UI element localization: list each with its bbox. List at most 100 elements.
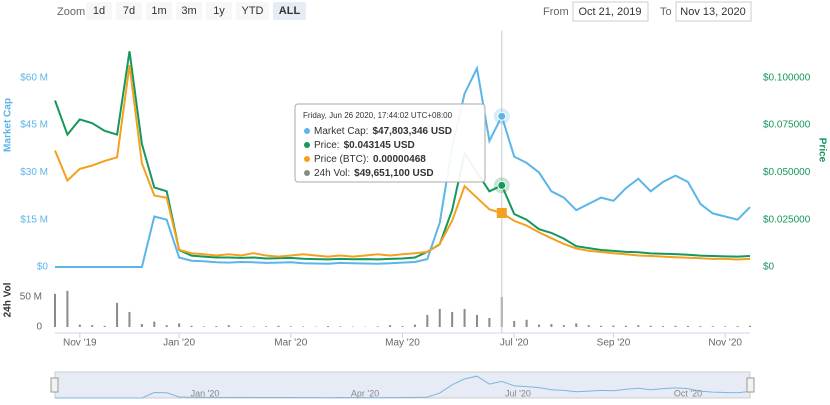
hover-marker (498, 112, 506, 120)
y-tick-label: $30 M (20, 167, 48, 178)
volume-bar (699, 326, 701, 327)
volume-bar (625, 326, 627, 327)
y-tick-label: $45 M (20, 120, 48, 131)
x-tick-label: Jul '20 (500, 338, 529, 349)
volume-bar (538, 325, 540, 327)
y-tick-label: $60 M (20, 72, 48, 83)
y2-tick-label: $0.025000 (763, 214, 811, 225)
y-tick-label: $15 M (20, 214, 48, 225)
navigator-label: Oct '20 (674, 388, 702, 398)
hover-marker (498, 181, 506, 189)
volume-bar (79, 325, 81, 327)
navigator-label: Jan '20 (191, 388, 220, 398)
volume-bar (402, 326, 404, 327)
y2-tick-label: $0.075000 (763, 120, 811, 131)
zoom-button-label[interactable]: 3m (181, 5, 196, 17)
volume-bar (476, 315, 478, 327)
x-tick-label: Nov '19 (63, 338, 97, 349)
volume-bar (116, 303, 118, 327)
volume-bar (339, 326, 341, 327)
volume-bar (166, 325, 168, 327)
volume-bar (426, 315, 428, 327)
volume-bar (265, 326, 267, 327)
tooltip-label: Price (BTC): (314, 154, 369, 165)
volume-bar (724, 326, 726, 327)
tooltip-label: Market Cap: (314, 126, 368, 137)
x-tick-label: Sep '20 (597, 338, 631, 349)
volume-bar (91, 325, 93, 327)
tooltip-value: 0.00000468 (373, 154, 426, 165)
zoom-button-label[interactable]: YTD (242, 5, 264, 17)
volume-bar (290, 326, 292, 327)
tooltip-dot (304, 170, 310, 176)
tooltip-date: Friday, Jun 26 2020, 17:44:02 UTC+08:00 (303, 111, 453, 120)
volume-bar (327, 326, 329, 327)
navigator-handle[interactable] (747, 378, 754, 392)
to-value[interactable]: Nov 13, 2020 (680, 6, 745, 18)
from-label: From (543, 6, 569, 18)
volume-bar (575, 323, 577, 327)
x-tick-label: Jan '20 (163, 338, 195, 349)
volume-bar (526, 320, 528, 327)
tooltip-value: $49,651,100 USD (354, 168, 434, 179)
zoom-button-label[interactable]: 7d (123, 5, 135, 17)
tooltip-dot (304, 142, 310, 148)
volume-bar (104, 326, 106, 327)
zoom-button-label[interactable]: 1d (93, 5, 105, 17)
volume-bar (662, 326, 664, 327)
zoom-label: Zoom (57, 6, 85, 18)
x-tick-label: Nov '20 (708, 338, 742, 349)
navigator-label: Jul '20 (505, 388, 531, 398)
volume-bar (550, 324, 552, 327)
volume-bar (588, 325, 590, 327)
volume-tick-label: 50 M (20, 292, 42, 303)
tooltip-dot (304, 156, 310, 162)
volume-bar (675, 326, 677, 327)
x-tick-label: May '20 (385, 338, 420, 349)
tooltip-row: Market Cap: $47,803,346 USD (314, 126, 452, 137)
tooltip-row: 24h Vol: $49,651,100 USD (314, 168, 434, 179)
volume-tick-label: 0 (36, 322, 42, 333)
volume-bar (302, 326, 304, 327)
volume-bar (54, 294, 56, 327)
volume-bar (612, 325, 614, 327)
volume-bar (153, 322, 155, 327)
tooltip-label: Price: (314, 140, 340, 151)
navigator[interactable] (55, 372, 750, 398)
volume-bar (178, 323, 180, 327)
y-tick-label: $0 (37, 262, 49, 273)
volume-bar (451, 312, 453, 327)
volume-bar (240, 326, 242, 327)
volume-bar (215, 326, 217, 327)
tooltip-value: $47,803,346 USD (372, 126, 452, 137)
volume-bar (414, 325, 416, 327)
volume-bar (377, 326, 379, 327)
volume-bar (712, 326, 714, 327)
volume-bar (389, 325, 391, 327)
navigator-handle[interactable] (51, 378, 58, 392)
x-tick-label: Mar '20 (274, 338, 307, 349)
y-axis-title: Market Cap (3, 98, 14, 152)
zoom-button-label[interactable]: 1m (151, 5, 166, 17)
y2-tick-label: $0.100000 (763, 72, 811, 83)
volume-bar (203, 326, 205, 327)
volume-bar (66, 291, 68, 327)
volume-bar (488, 318, 490, 327)
tooltip-value: $0.043145 USD (344, 140, 415, 151)
tooltip-dot (304, 128, 310, 134)
to-label: To (660, 6, 672, 18)
volume-bar (513, 321, 515, 327)
y2-axis-title: Price (816, 138, 827, 163)
volume-bar (277, 326, 279, 327)
zoom-button-label[interactable]: ALL (279, 5, 301, 17)
volume-axis-title: 24h Vol (3, 282, 14, 317)
volume-bar (749, 326, 751, 327)
zoom-button-label[interactable]: 1y (213, 5, 225, 17)
volume-bar (650, 326, 652, 327)
volume-bar (687, 326, 689, 327)
volume-bar (563, 325, 565, 327)
volume-bar (737, 326, 739, 327)
from-value[interactable]: Oct 21, 2019 (579, 6, 642, 18)
tooltip-label: 24h Vol: (314, 168, 350, 179)
